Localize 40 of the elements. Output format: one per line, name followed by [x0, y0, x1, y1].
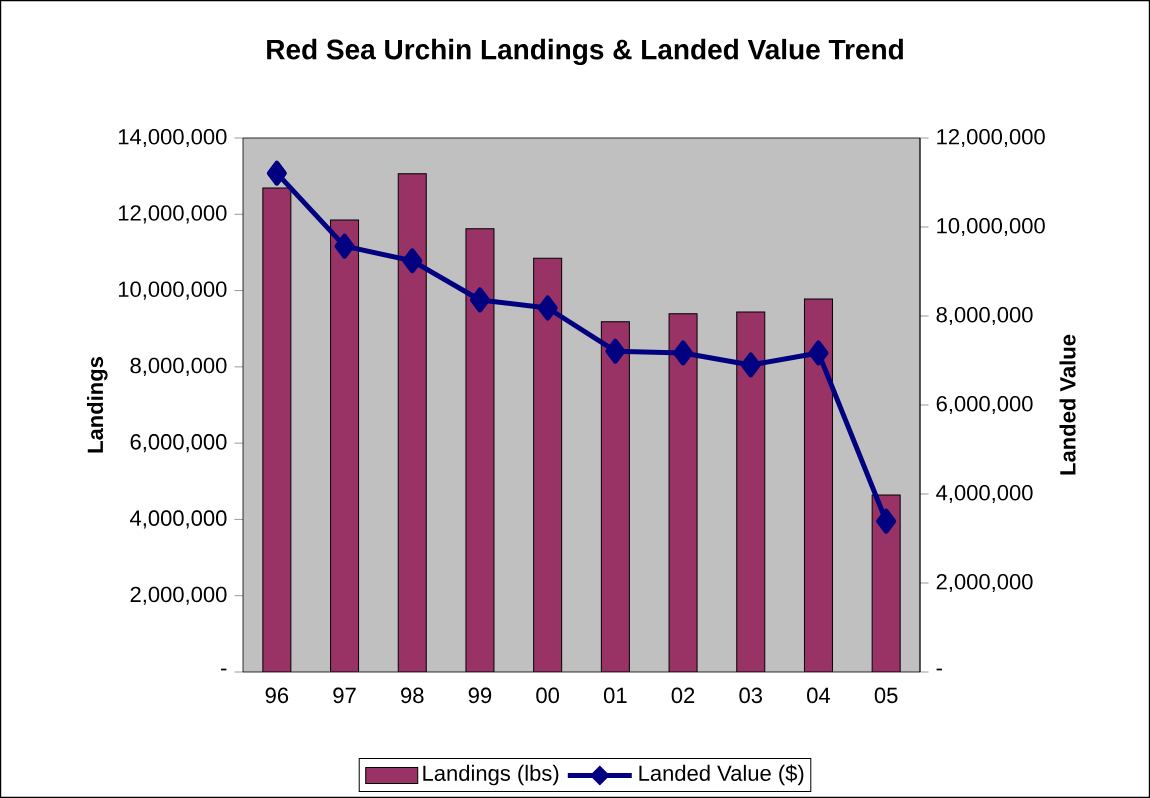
- y2-tick-label: 6,000,000: [936, 395, 1033, 415]
- y2-tick-label: 10,000,000: [937, 217, 1045, 237]
- point: [334, 233, 355, 259]
- y-tick-label: 14,000,000: [118, 128, 227, 148]
- x-tick-label: 96: [265, 687, 289, 704]
- y-tick-label: 4,000,000: [130, 510, 227, 529]
- y2-tick-label: 4,000,000: [936, 484, 1033, 504]
- y2-tick-label: 8,000,000: [936, 306, 1033, 326]
- y-tick-label: -: [221, 668, 227, 671]
- x-tick-label: 99: [468, 687, 492, 704]
- x-tick-label: 02: [671, 687, 695, 704]
- point: [673, 340, 694, 366]
- x-tick-label: 05: [874, 687, 898, 704]
- y-axis-title: Landings: [86, 357, 108, 453]
- point: [876, 508, 897, 534]
- chart-title: Red Sea Urchin Landings & Landed Value Trend: [267, 38, 903, 66]
- y2-tick-label: -: [936, 668, 942, 671]
- y2-axis-title: Landed Value: [1059, 334, 1076, 475]
- point: [266, 160, 287, 186]
- point: [605, 338, 626, 364]
- y-tick-label: 10,000,000: [118, 281, 227, 300]
- x-tick-label: 98: [401, 687, 424, 704]
- x-tick-label: 97: [333, 687, 356, 704]
- x-tick-label: 03: [739, 687, 763, 704]
- point: [808, 340, 829, 366]
- point: [402, 248, 423, 274]
- point: [740, 352, 761, 378]
- y-tick-label: 12,000,000: [118, 205, 227, 224]
- point: [537, 295, 558, 321]
- x-tick-label: 01: [603, 687, 627, 704]
- y2-tick-label: 12,000,000: [937, 128, 1045, 148]
- x-tick-label: 04: [807, 687, 831, 704]
- x-tick-label: 00: [536, 687, 560, 704]
- y2-tick-label: 2,000,000: [936, 573, 1033, 593]
- legend-label: Landed Value ($): [639, 764, 804, 786]
- y-tick-label: 8,000,000: [130, 357, 227, 376]
- y-tick-label: 2,000,000: [130, 586, 227, 605]
- y-tick-label: 6,000,000: [130, 434, 227, 453]
- legend-label: Landings (lbs): [423, 764, 559, 786]
- point: [469, 287, 490, 313]
